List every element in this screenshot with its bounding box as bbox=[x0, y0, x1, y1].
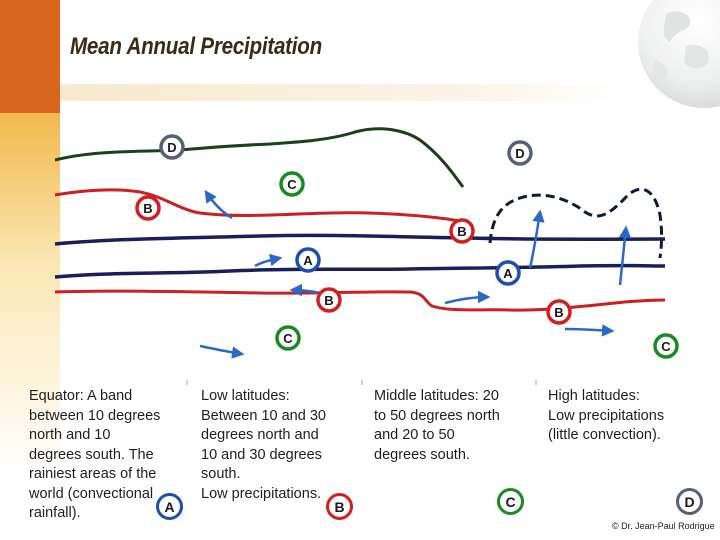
title-underline-band bbox=[60, 84, 626, 101]
svg-text:B: B bbox=[554, 305, 563, 320]
boundary-line-b-upper bbox=[54, 188, 461, 223]
boundary-line-a-upper bbox=[54, 233, 666, 246]
boundary-line-d bbox=[54, 127, 465, 188]
description-high-latitudes: High latitudes: Low precipitations (litt… bbox=[548, 388, 665, 443]
svg-text:D: D bbox=[167, 140, 176, 155]
svg-text:A: A bbox=[503, 266, 513, 281]
description-middle-latitudes: Middle latitudes: 20 to 50 degrees north… bbox=[374, 388, 500, 463]
wind-arrows bbox=[199, 189, 632, 359]
svg-text:C: C bbox=[283, 331, 293, 346]
map-badge-c-1: C bbox=[279, 171, 305, 197]
svg-text:C: C bbox=[661, 339, 671, 354]
column-dividers bbox=[186, 380, 537, 385]
sidebar-accent-gradient bbox=[0, 113, 60, 540]
map-badge-a-2: A bbox=[495, 260, 521, 286]
map-badge-b-3: B bbox=[316, 287, 342, 313]
svg-text:C: C bbox=[287, 177, 297, 192]
map-badge-d-2: D bbox=[507, 140, 533, 166]
credit-line: © Dr. Jean-Paul Rodrigue bbox=[612, 521, 715, 531]
map-badge-b-4: B bbox=[546, 299, 572, 325]
svg-text:B: B bbox=[324, 293, 333, 308]
svg-text:B: B bbox=[457, 224, 466, 239]
zone-badge-a: A bbox=[156, 493, 183, 520]
svg-text:D: D bbox=[515, 146, 524, 161]
svg-text:B: B bbox=[143, 201, 152, 216]
globe-image bbox=[626, 0, 720, 110]
map-badge-c-3: C bbox=[653, 333, 679, 359]
zone-badge-c: C bbox=[497, 488, 524, 515]
map-badge-a-1: A bbox=[295, 247, 321, 273]
precipitation-map: D D C B B A A B B C C bbox=[54, 127, 679, 385]
description-low-latitudes: Low latitudes: Between 10 and 30 degrees… bbox=[201, 388, 326, 502]
map-badge-d-1: D bbox=[159, 134, 185, 160]
zone-badge-b: B bbox=[326, 493, 353, 520]
page-title: Mean Annual Precipitation bbox=[70, 33, 322, 60]
map-badge-b-1: B bbox=[135, 195, 161, 221]
map-badge-c-2: C bbox=[275, 325, 301, 351]
sidebar-accent-top bbox=[0, 0, 60, 113]
map-badge-b-2: B bbox=[449, 218, 475, 244]
svg-text:A: A bbox=[303, 253, 313, 268]
boundary-line-a-lower bbox=[54, 263, 666, 279]
zone-badge-d: D bbox=[676, 488, 703, 515]
description-equator: Equator: A band between 10 degrees north… bbox=[29, 388, 161, 521]
boundary-line-b-lower bbox=[54, 289, 666, 312]
boundary-line-d-dashed bbox=[488, 187, 664, 259]
